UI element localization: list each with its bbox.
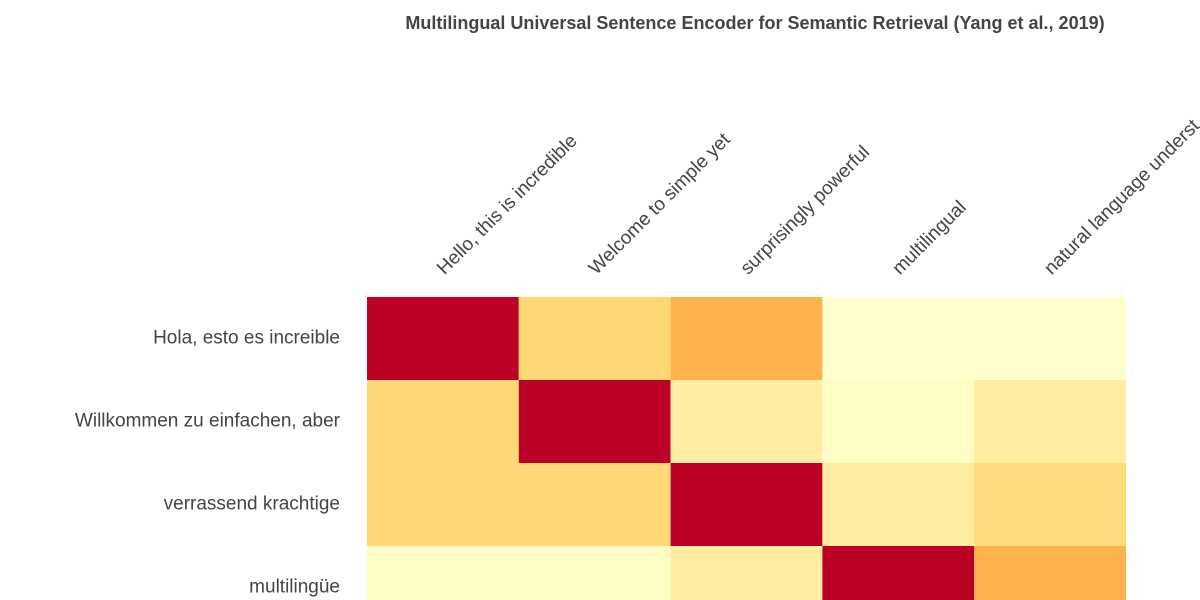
heatmap-cell: [670, 463, 823, 546]
heatmap-cell: [367, 380, 519, 463]
y-tick-label: multilingüe: [249, 577, 340, 598]
y-tick-label: verrassend krachtige: [164, 494, 340, 515]
heatmap-cell: [974, 297, 1126, 380]
heatmap-cell: [974, 463, 1126, 546]
heatmap-cell: [974, 546, 1126, 600]
x-tick-label: Welcome to simple yet: [585, 129, 735, 279]
heatmap-cell: [822, 380, 975, 463]
heatmap-cell: [822, 463, 975, 546]
heatmap-cell: [670, 380, 823, 463]
x-tick-label: Hello, this is incredible: [433, 131, 582, 280]
x-tick-label: multilingual: [889, 197, 971, 279]
heatmap-cell: [670, 546, 823, 600]
heatmap-cell: [974, 380, 1126, 463]
heatmap-cell: [822, 297, 975, 380]
x-tick-label: surprisingly powerful: [737, 142, 874, 279]
heatmap-cell: [518, 380, 671, 463]
x-tick-label: natural language underst: [1040, 115, 1200, 279]
heatmap-cell: [518, 463, 671, 546]
heatmap-cell: [367, 546, 519, 600]
heatmap-cell: [822, 546, 975, 600]
chart-title: Multilingual Universal Sentence Encoder …: [405, 13, 1104, 33]
heatmap-cell: [367, 297, 519, 380]
heatmap-cell: [518, 546, 671, 600]
y-tick-label: Hola, esto es increible: [153, 328, 340, 349]
y-tick-label: Willkommen zu einfachen, aber: [75, 411, 341, 432]
heatmap-cell: [518, 297, 671, 380]
heatmap-cell: [670, 297, 823, 380]
heatmap-cell: [367, 463, 519, 546]
